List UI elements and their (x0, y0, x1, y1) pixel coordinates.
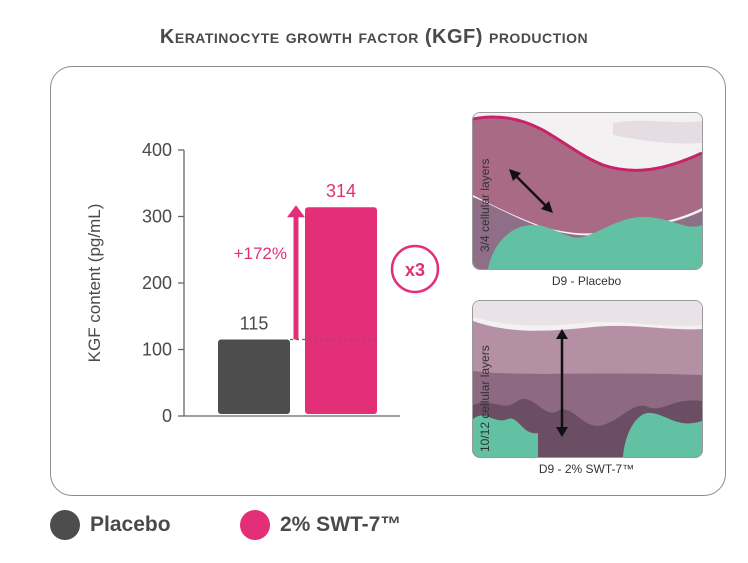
legend-item-treatment: 2% SWT-7™ (240, 510, 401, 540)
increase-percent-label: +172% (234, 244, 287, 263)
annotations: +172% x3 (234, 205, 440, 341)
legend-swatch-treatment (240, 510, 270, 540)
bar-treatment (305, 207, 377, 414)
chart-title: Keratinocyte growth factor (KGF) product… (159, 26, 589, 48)
y-tick-label: 0 (162, 406, 172, 426)
y-tick-label: 100 (142, 340, 172, 360)
micrograph-treatment (472, 300, 703, 458)
y-tick-label: 300 (142, 207, 172, 227)
y-axis-label: KGF content (pg/mL) (85, 204, 104, 363)
bars: 115 314 (218, 181, 377, 414)
bar-placebo (218, 339, 290, 414)
y-tick-label: 200 (142, 273, 172, 293)
y-tick-label: 400 (142, 140, 172, 160)
data-label-treatment: 314 (326, 181, 356, 201)
legend-swatch-placebo (50, 510, 80, 540)
multiplier-circle (390, 244, 440, 294)
micrograph-placebo (472, 112, 703, 270)
data-label-placebo: 115 (240, 314, 269, 334)
side-label-placebo: 3/4 cellular layers (478, 158, 492, 252)
legend-label-placebo: Placebo (90, 513, 171, 536)
legend-item-placebo: Placebo (50, 510, 171, 540)
multiplier-label: x3 (405, 260, 425, 280)
side-label-treatment: 10/12 cellular layers (478, 345, 492, 452)
caption-treatment: D9 - 2% SWT-7™ (538, 462, 635, 476)
y-axis: 0 100 200 300 400 KGF content (pg/mL) (85, 140, 400, 426)
caption-placebo: D9 - Placebo (551, 274, 622, 288)
increase-arrow-head (287, 205, 305, 218)
legend-label-treatment: 2% SWT-7™ (280, 513, 402, 536)
